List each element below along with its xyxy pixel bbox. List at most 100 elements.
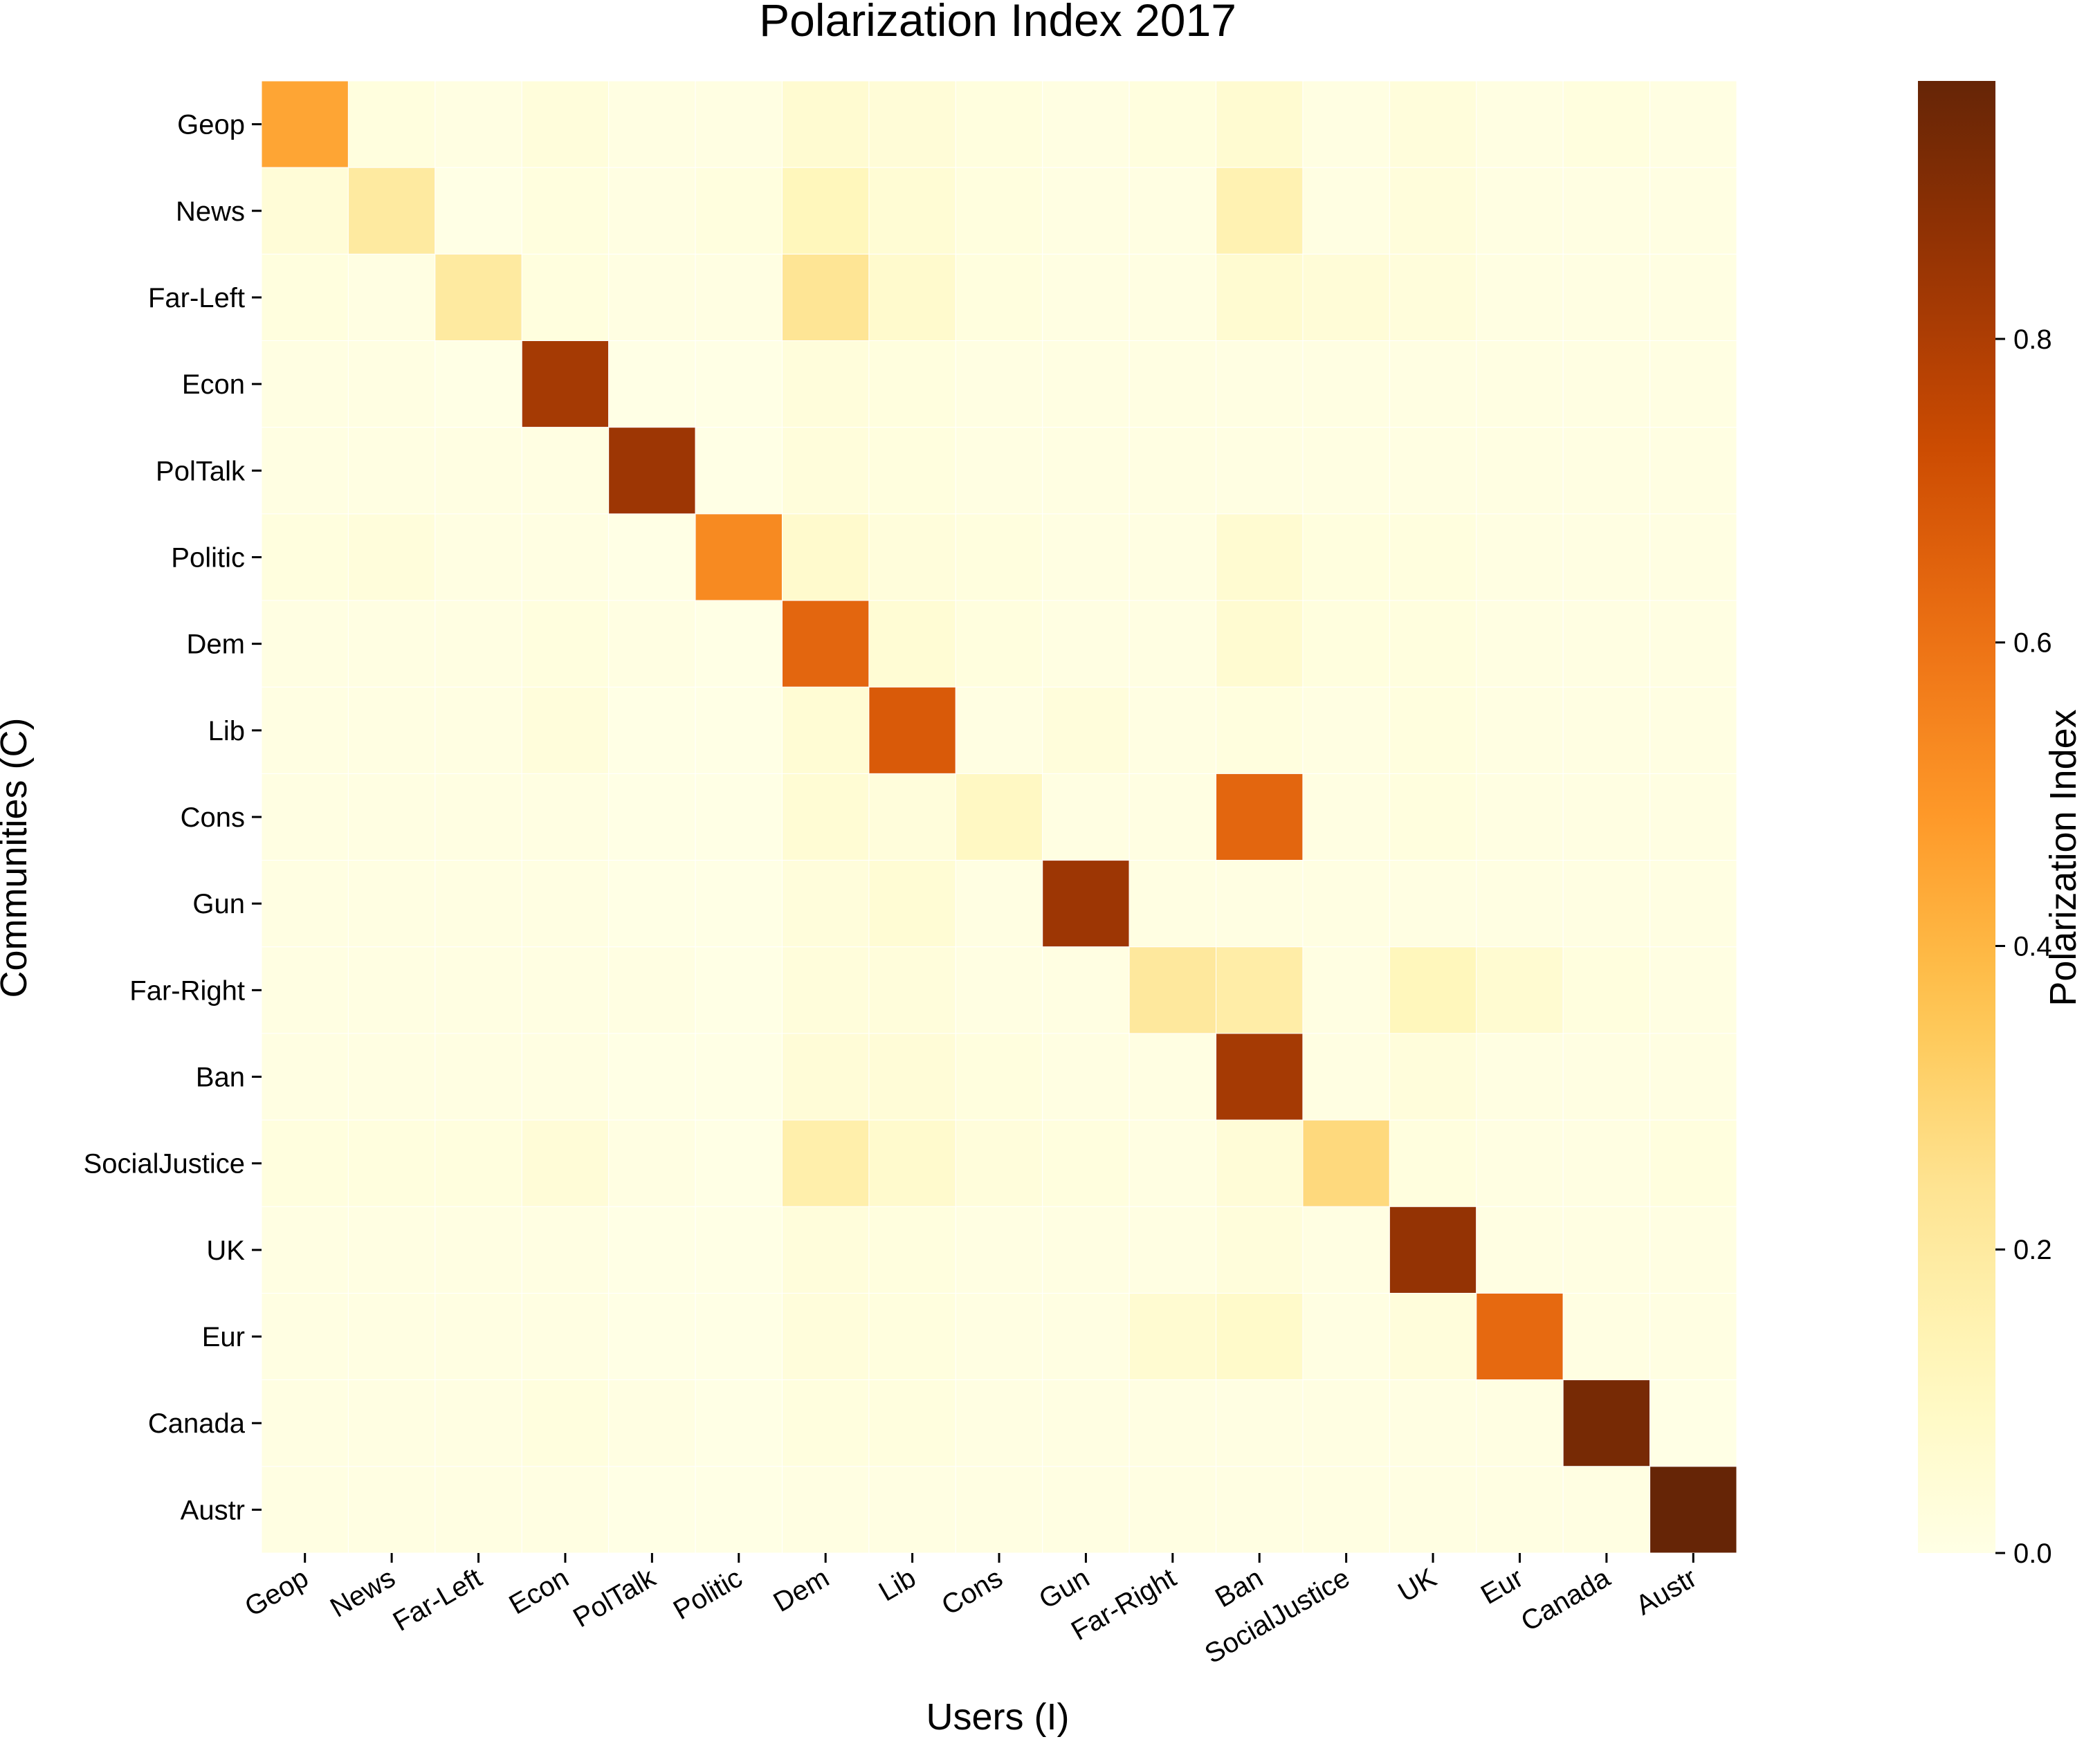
heatmap-cells xyxy=(261,80,1737,1554)
heatmap-cell xyxy=(1649,773,1737,861)
heatmap-cell xyxy=(1562,253,1651,342)
heatmap-cell xyxy=(1216,860,1304,948)
heatmap-cell xyxy=(435,860,522,948)
heatmap-cell xyxy=(1389,1033,1477,1121)
heatmap-cell xyxy=(435,167,522,255)
heatmap-cell xyxy=(435,1292,522,1381)
y-tick-label: Geop xyxy=(177,110,245,140)
heatmap-cell xyxy=(1649,860,1737,948)
heatmap-cell xyxy=(435,1466,522,1554)
heatmap-cell xyxy=(521,80,610,168)
heatmap-cell xyxy=(1042,1206,1130,1294)
heatmap-cell xyxy=(435,946,522,1034)
heatmap-cell xyxy=(608,686,696,774)
heatmap-cell xyxy=(781,340,870,428)
heatmap-cell xyxy=(955,1292,1043,1381)
heatmap-cell xyxy=(1562,773,1651,861)
heatmap-cell xyxy=(521,513,610,601)
y-tick-label: Ban xyxy=(196,1063,245,1093)
chart-title: Polarization Index 2017 xyxy=(759,0,1236,46)
heatmap-cell xyxy=(955,340,1043,428)
heatmap-cell xyxy=(1302,1292,1390,1381)
x-tick-label: Eur xyxy=(1476,1563,1528,1610)
heatmap-cell xyxy=(1128,1379,1217,1467)
colorbar-tick-label: 0.6 xyxy=(2013,628,2052,659)
heatmap-cell xyxy=(1389,860,1477,948)
heatmap-cell xyxy=(435,80,522,168)
colorbar-tick-label: 0.0 xyxy=(2013,1538,2052,1569)
heatmap-cell xyxy=(1216,1206,1304,1294)
y-tick-label: Canada xyxy=(148,1408,246,1439)
heatmap-cell xyxy=(1562,686,1651,774)
heatmap-cell xyxy=(261,1379,349,1467)
heatmap-cell xyxy=(1649,1033,1737,1121)
x-tick-label: SocialJustice xyxy=(1200,1563,1355,1670)
x-tick-label: Gun xyxy=(1034,1563,1094,1615)
heatmap-cell xyxy=(1216,167,1304,255)
heatmap-cell xyxy=(435,686,522,774)
heatmap-cell xyxy=(608,167,696,255)
heatmap-cell xyxy=(1649,80,1737,168)
heatmap-cell xyxy=(1302,946,1390,1034)
heatmap-cell xyxy=(955,513,1043,601)
heatmap-cell xyxy=(435,253,522,342)
heatmap-cell xyxy=(608,946,696,1034)
heatmap-cell xyxy=(521,167,610,255)
heatmap-cell xyxy=(695,686,783,774)
heatmap-cell xyxy=(868,427,956,515)
heatmap-cell xyxy=(1216,600,1304,688)
heatmap-cell xyxy=(521,946,610,1034)
heatmap-cell xyxy=(1042,946,1130,1034)
heatmap-cell xyxy=(955,1119,1043,1207)
heatmap-cell xyxy=(695,513,783,601)
x-tick-label: PolTalk xyxy=(568,1562,661,1633)
heatmap-cell xyxy=(1128,1119,1217,1207)
heatmap-cell xyxy=(1389,340,1477,428)
heatmap-cell xyxy=(435,1119,522,1207)
heatmap-cell xyxy=(781,860,870,948)
colorbar-tick-label: 0.4 xyxy=(2013,931,2052,962)
heatmap-cell xyxy=(1302,427,1390,515)
heatmap-cell xyxy=(1302,253,1390,342)
y-axis-label: Communities (C) xyxy=(0,717,35,998)
x-tick-label: Lib xyxy=(874,1563,921,1608)
heatmap-cell xyxy=(955,80,1043,168)
heatmap-cell xyxy=(347,1292,436,1381)
heatmap-cell xyxy=(261,513,349,601)
heatmap-cell xyxy=(955,1379,1043,1467)
heatmap-cell xyxy=(695,946,783,1034)
heatmap-cell xyxy=(608,80,696,168)
x-axis-label: Users (I) xyxy=(926,1696,1070,1738)
heatmap-cell xyxy=(261,1292,349,1381)
heatmap-cell xyxy=(1128,340,1217,428)
heatmap-cell xyxy=(695,427,783,515)
x-tick-label: Dem xyxy=(769,1563,834,1618)
heatmap-cell xyxy=(1476,686,1564,774)
heatmap-cell xyxy=(521,773,610,861)
heatmap-cell xyxy=(521,1033,610,1121)
heatmap-cell xyxy=(1389,80,1477,168)
heatmap-cell xyxy=(1476,80,1564,168)
heatmap-cell xyxy=(781,686,870,774)
heatmap-cell xyxy=(1216,80,1304,168)
heatmap-cell xyxy=(1389,1119,1477,1207)
y-tick-label: Far-Left xyxy=(148,283,245,313)
heatmap-cell xyxy=(1649,1466,1737,1554)
heatmap-cell xyxy=(955,686,1043,774)
y-tick-label: Lib xyxy=(208,716,245,746)
heatmap-cell xyxy=(781,253,870,342)
heatmap-cell xyxy=(608,1466,696,1554)
heatmap-cell xyxy=(1389,1379,1477,1467)
heatmap-cell xyxy=(1216,340,1304,428)
colorbar-label: Polarization Index xyxy=(2042,709,2084,1006)
y-tick-label: Econ xyxy=(182,369,245,400)
heatmap-cell xyxy=(868,1033,956,1121)
heatmap-cell xyxy=(1042,253,1130,342)
heatmap-cell xyxy=(1042,860,1130,948)
heatmap-cell xyxy=(1302,1379,1390,1467)
heatmap-cell xyxy=(868,946,956,1034)
x-tick-label: Ban xyxy=(1210,1563,1268,1614)
heatmap-cell xyxy=(1302,1119,1390,1207)
heatmap-cell xyxy=(695,253,783,342)
